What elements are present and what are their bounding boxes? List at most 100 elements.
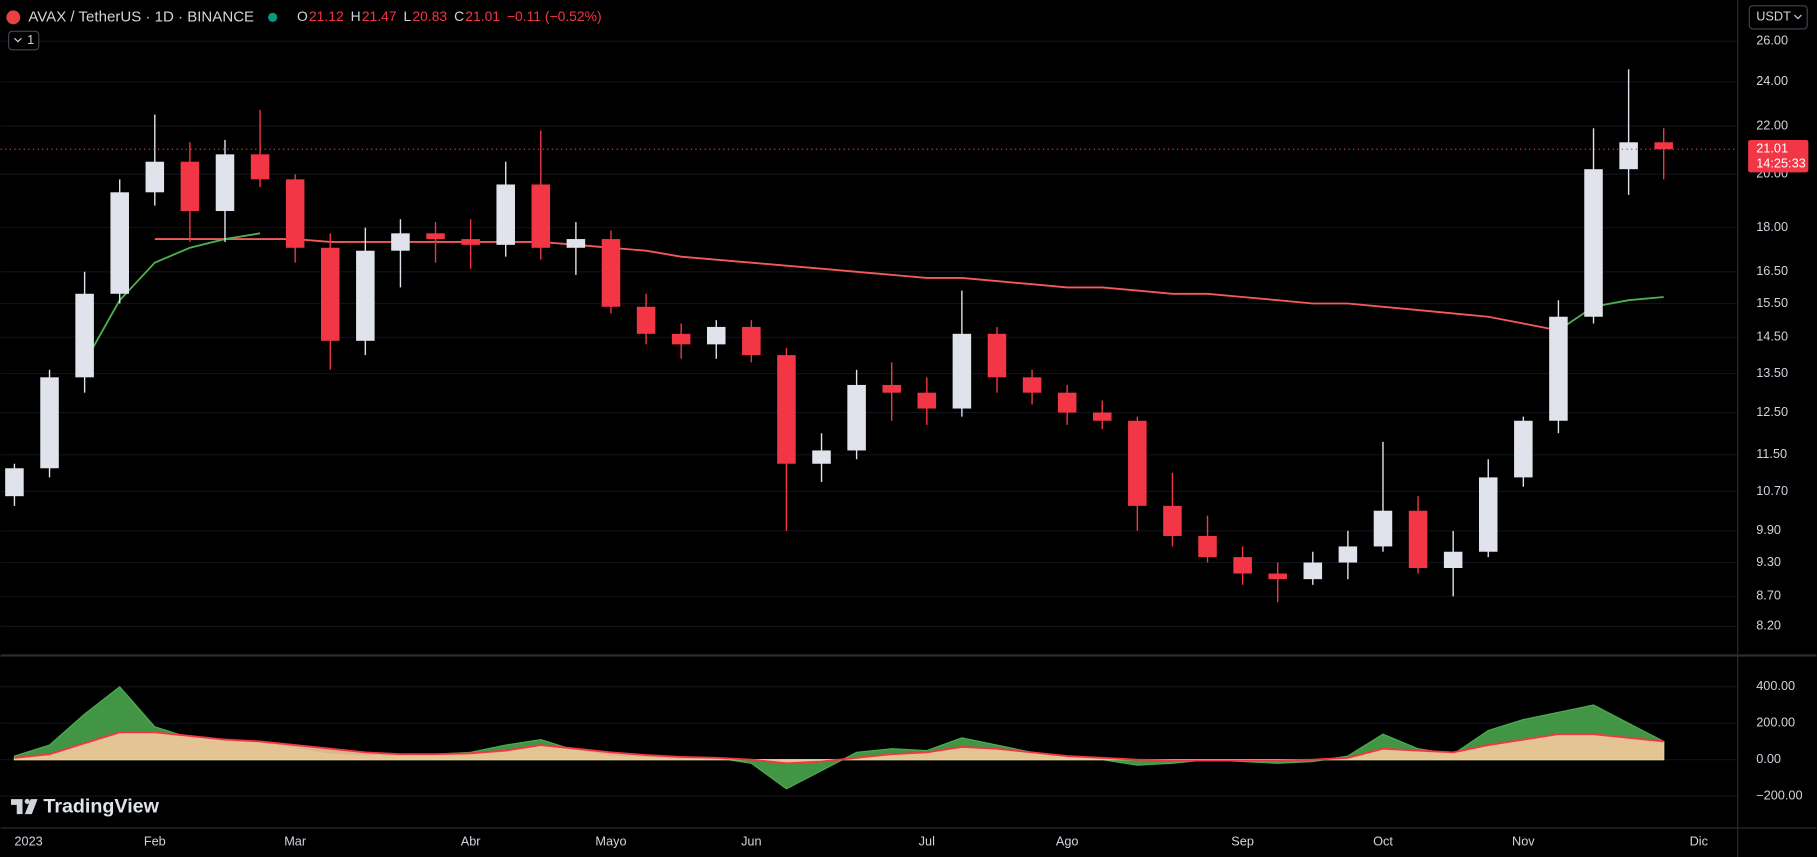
- y-tick-label: 16.50: [1756, 263, 1788, 278]
- y-tick-label: 0.00: [1756, 751, 1781, 766]
- candle-body: [1373, 510, 1393, 547]
- y-tick-label: 10.70: [1756, 483, 1788, 498]
- candle-body: [180, 161, 200, 212]
- x-tick-label: Oct: [1373, 833, 1393, 848]
- y-tick-label: 18.00: [1756, 219, 1788, 234]
- indicator-toggle-box: [8, 30, 40, 51]
- last-price-label: 21.01: [1756, 141, 1788, 156]
- last-price-box: [1748, 139, 1809, 173]
- candle-body: [952, 333, 972, 409]
- y-tick-label: 26.00: [1756, 33, 1788, 48]
- indicator-count: 1: [27, 32, 34, 47]
- moving-average: [83, 232, 261, 363]
- x-tick-label: Jul: [919, 833, 935, 848]
- y-tick-label: 400.00: [1756, 678, 1795, 693]
- candle-body: [1408, 510, 1428, 569]
- candle-body: [882, 384, 901, 393]
- candle-body: [1619, 142, 1638, 170]
- ohlc-label: L: [404, 8, 412, 24]
- y-tick-label: 24.00: [1756, 73, 1788, 88]
- y-tick-label: 8.20: [1756, 618, 1781, 633]
- watermark-text: TradingView: [43, 795, 159, 817]
- watermark-logo: TradingView: [10, 795, 160, 817]
- candle-body: [5, 468, 24, 497]
- candle-body: [1163, 505, 1182, 536]
- ohlc-value: 21.01: [465, 8, 500, 24]
- candle-body: [1303, 562, 1323, 580]
- candle-body: [1338, 546, 1358, 563]
- candle-body: [1478, 477, 1498, 552]
- x-tick-label: Mayo: [595, 833, 626, 848]
- y-tick-label: 9.30: [1756, 554, 1781, 569]
- candle-body: [145, 161, 165, 193]
- y-tick-label: 11.50: [1756, 446, 1787, 461]
- currency-box: [1748, 5, 1808, 30]
- logo-dot: [24, 798, 30, 804]
- candle-body: [320, 247, 340, 341]
- y-tick-label: 9.90: [1756, 522, 1781, 537]
- x-tick-label: Nov: [1512, 833, 1535, 848]
- ohlc-value: 21.47: [362, 8, 397, 24]
- countdown-label: 14:25:33: [1756, 156, 1806, 171]
- y-tick-label: 200.00: [1756, 715, 1795, 730]
- y-tick-label: 14.50: [1756, 329, 1788, 344]
- x-tick-label: Abr: [461, 833, 482, 848]
- x-tick-label: Jun: [741, 833, 762, 848]
- y-tick-label: 12.50: [1756, 404, 1788, 419]
- candle-body: [356, 250, 375, 341]
- candle-body: [742, 326, 761, 356]
- candle-body: [215, 154, 235, 212]
- x-tick-label: Ago: [1056, 833, 1079, 848]
- y-tick-label: 22.00: [1756, 117, 1788, 132]
- symbol-icon: [6, 10, 21, 25]
- plot-area: [0, 40, 1738, 797]
- ohlc-value: 21.12: [309, 8, 344, 24]
- x-tick-label: 2023: [14, 833, 42, 848]
- candle-body: [461, 239, 480, 245]
- candle-body: [250, 154, 270, 180]
- symbol-title[interactable]: AVAX / TetherUS · 1D · BINANCE: [28, 8, 254, 25]
- candle-body: [812, 450, 831, 464]
- candle-body: [1022, 377, 1042, 393]
- moving-average: [1557, 296, 1664, 332]
- x-tick-label: Sep: [1231, 833, 1254, 848]
- status-dot: [268, 12, 278, 23]
- candle-body: [706, 326, 726, 345]
- x-tick-label: Dic: [1690, 833, 1709, 848]
- x-tick-label: Mar: [284, 833, 307, 848]
- candle-body: [1584, 169, 1603, 317]
- candle-body: [496, 184, 515, 245]
- moving-average: [154, 238, 1559, 332]
- ohlc-label: C: [454, 8, 464, 24]
- signal-line: [14, 731, 1664, 765]
- candle-body: [1443, 551, 1463, 569]
- ohlc-label: O: [297, 8, 308, 24]
- candle-body: [426, 233, 445, 240]
- logo-mark: [10, 799, 38, 815]
- price-change: −0.11 (−0.52%): [507, 8, 602, 24]
- candle-body: [1233, 557, 1252, 574]
- indicator-toggle[interactable]: 1: [8, 30, 40, 51]
- y-tick-label: 8.70: [1756, 588, 1781, 603]
- candle-body: [1092, 412, 1112, 421]
- candle-body: [987, 333, 1007, 378]
- currency-button[interactable]: USDT: [1748, 5, 1808, 30]
- chevron-icon: [1794, 14, 1802, 20]
- candle-body: [75, 293, 94, 378]
- candle-body: [531, 184, 551, 248]
- candle-body: [1057, 392, 1077, 413]
- candle-body: [1514, 420, 1533, 478]
- candle-body: [1654, 142, 1673, 150]
- chevron-icon: [14, 37, 22, 43]
- candle-body: [1128, 420, 1147, 506]
- candle-body: [1198, 535, 1217, 558]
- candle-body: [777, 355, 796, 464]
- candle-body: [1549, 316, 1568, 421]
- candle-body: [391, 233, 410, 251]
- candle-body: [1268, 573, 1287, 580]
- candle-body: [601, 239, 621, 307]
- candle-body: [110, 192, 129, 294]
- candle-body: [847, 384, 866, 451]
